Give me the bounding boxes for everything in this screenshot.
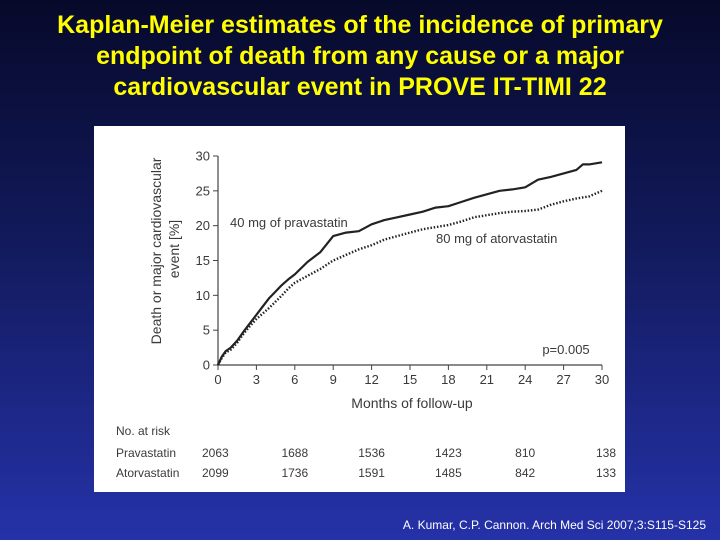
x-axis-label: Months of follow-up [351, 395, 473, 411]
x-tick-label: 12 [364, 372, 378, 387]
y-axis-label: Death or major cardiovascular event [%] [148, 154, 182, 345]
y-tick-label: 5 [203, 323, 210, 338]
x-tick-label: 27 [556, 372, 570, 387]
title-line: cardiovascular event in PROVE IT-TIMI 22 [113, 73, 607, 101]
risk-cell: 133 [596, 466, 616, 480]
y-tick-label: 15 [196, 253, 210, 268]
risk-table-header: No. at risk [116, 424, 171, 438]
x-tick-label: 18 [441, 372, 455, 387]
series-label: 40 mg of pravastatin [230, 215, 348, 230]
y-tick-label: 30 [196, 149, 210, 164]
title-line: Kaplan-Meier estimates of the incidence … [57, 11, 663, 39]
y-tick-label: 10 [196, 288, 210, 303]
risk-cell: 810 [515, 446, 535, 460]
y-axis-label-line: Death or major cardiovascular [148, 157, 164, 344]
x-tick-label: 21 [480, 372, 494, 387]
x-tick-label: 6 [291, 372, 298, 387]
title-line: endpoint of death from any cause or a ma… [96, 42, 624, 70]
x-tick-label: 0 [214, 372, 221, 387]
y-tick-label: 20 [196, 218, 210, 233]
risk-cell: 1536 [358, 446, 385, 460]
risk-cell: 2063 [202, 446, 229, 460]
risk-cell: 842 [515, 466, 535, 480]
x-tick-label: 15 [403, 372, 417, 387]
risk-cell: 1688 [281, 446, 308, 460]
kaplan-meier-chart: 0 5 10 15 20 25 30 0 3 6 9 12 15 18 21 24 27 30 40 mg of … [116, 149, 616, 481]
y-axis-label-line: event [%] [166, 220, 182, 278]
risk-cell: 2099 [202, 466, 229, 480]
risk-cell: 1423 [435, 446, 462, 460]
series-label: 80 mg of atorvastatin [436, 231, 557, 246]
x-tick-label: 30 [595, 372, 609, 387]
x-tick-label: 3 [253, 372, 260, 387]
risk-cell: 1736 [281, 466, 308, 480]
pravastatin-curve [216, 161, 603, 366]
x-tick-label: 24 [518, 372, 532, 387]
risk-cell: 1485 [435, 466, 462, 480]
risk-row-label: Pravastatin [116, 446, 176, 460]
citation: A. Kumar, C.P. Cannon. Arch Med Sci 2007… [402, 518, 706, 532]
risk-row-label: Atorvastatin [116, 466, 179, 480]
risk-cell: 138 [596, 446, 616, 460]
x-tick-label: 9 [330, 372, 337, 387]
y-tick-label: 0 [203, 358, 210, 373]
chart-panel: 0 5 10 15 20 25 30 0 3 6 9 12 15 18 21 24 27 30 40 mg of … [94, 126, 625, 492]
slide-title: Kaplan-Meier estimates of the incidence … [0, 10, 720, 103]
risk-cell: 1591 [358, 466, 385, 480]
p-value-annotation: p=0.005 [542, 342, 589, 357]
y-tick-label: 25 [196, 183, 210, 198]
